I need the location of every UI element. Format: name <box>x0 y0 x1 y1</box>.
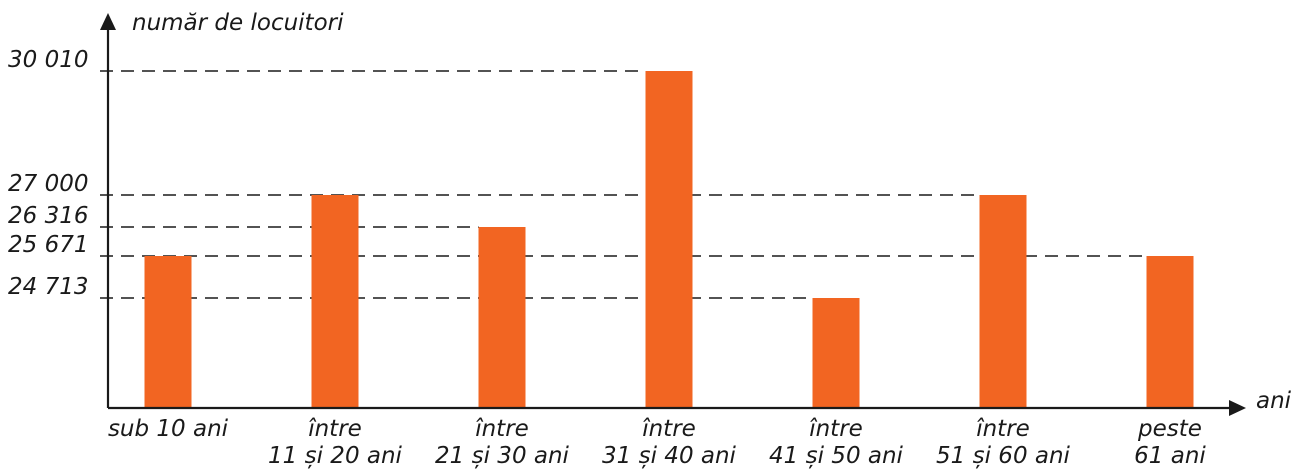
y-tick-label: 27 000 <box>8 171 88 197</box>
x-tick-label: peste <box>1137 416 1202 442</box>
bar <box>478 227 526 408</box>
y-tick-labels: 30 010 27 000 26 316 25 671 24 713 <box>8 47 88 300</box>
x-tick-label: între <box>642 416 696 442</box>
x-tick-label: între <box>976 416 1030 442</box>
x-tick-label: 31 și 40 ani <box>602 443 737 469</box>
x-tick-label: 51 și 60 ani <box>936 443 1071 469</box>
bar <box>645 71 693 408</box>
y-tick-label: 24 713 <box>8 274 88 300</box>
dashed-guide-lines <box>100 70 1147 299</box>
bar <box>979 195 1027 408</box>
bar <box>144 256 192 408</box>
x-tick-label: 41 și 50 ani <box>769 443 904 469</box>
bars <box>144 71 1194 408</box>
bar <box>812 298 860 408</box>
x-tick-label: 21 și 30 ani <box>435 443 570 469</box>
y-tick-label: 25 671 <box>8 232 88 258</box>
x-tick-label: între <box>475 416 529 442</box>
x-axis-label: ani <box>1256 388 1292 414</box>
y-axis-arrow-icon <box>100 13 116 30</box>
y-axis-label: număr de locuitori <box>132 10 344 36</box>
bar <box>1146 256 1194 408</box>
x-tick-label: 61 ani <box>1134 443 1206 469</box>
x-tick-label: între <box>308 416 362 442</box>
axes: număr de locuitori ani <box>100 10 1292 416</box>
x-tick-label: 11 și 20 ani <box>268 443 403 469</box>
y-tick-label: 26 316 <box>8 203 88 229</box>
y-tick-label: 30 010 <box>8 47 88 73</box>
x-tick-label: între <box>809 416 863 442</box>
x-axis-arrow-icon <box>1229 400 1246 416</box>
x-tick-label: sub 10 ani <box>108 416 229 442</box>
bar <box>311 195 359 408</box>
